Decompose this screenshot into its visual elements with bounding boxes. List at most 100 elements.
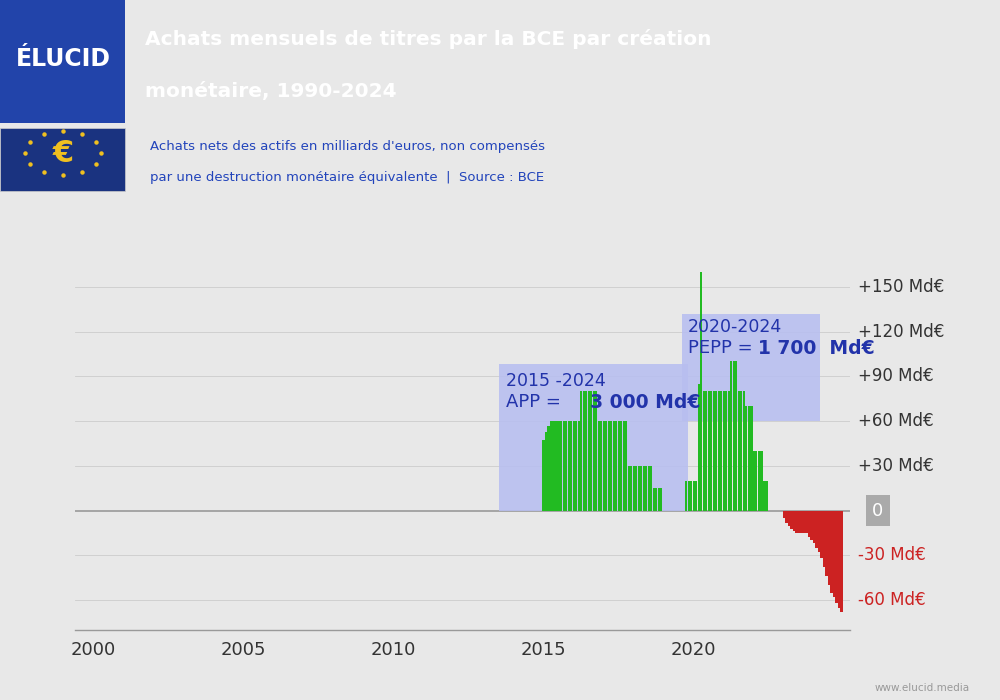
Bar [695, 481, 697, 510]
Bar [610, 421, 612, 510]
Bar [630, 466, 632, 510]
Bar [743, 391, 745, 510]
Bar [568, 421, 570, 510]
Bar [760, 451, 763, 510]
Text: 1 700  Md€: 1 700 Md€ [758, 339, 875, 358]
Bar [640, 466, 642, 510]
Bar [550, 421, 552, 510]
Text: +60 Md€: +60 Md€ [858, 412, 933, 430]
Bar [613, 421, 615, 510]
Text: PEPP =: PEPP = [688, 339, 758, 357]
Bar [653, 488, 655, 510]
Bar [615, 421, 617, 510]
Bar [605, 421, 607, 510]
Bar [585, 391, 587, 510]
Bar [620, 421, 622, 510]
Text: 2020-2024: 2020-2024 [688, 318, 782, 336]
Bar [715, 391, 717, 510]
Text: +150 Md€: +150 Md€ [858, 278, 944, 295]
Text: ÉLUCID: ÉLUCID [16, 47, 110, 71]
Bar [733, 361, 735, 510]
Bar [840, 510, 843, 612]
Text: www.elucid.media: www.elucid.media [875, 683, 970, 693]
Bar [750, 406, 753, 510]
Bar [813, 510, 815, 543]
Bar [805, 510, 808, 533]
Text: -30 Md€: -30 Md€ [858, 547, 926, 564]
Bar [688, 481, 690, 510]
Bar [547, 426, 550, 510]
Bar [838, 510, 840, 608]
Bar [785, 510, 788, 522]
Bar [658, 488, 660, 510]
Bar [728, 391, 730, 510]
Bar [557, 421, 560, 510]
Bar [685, 481, 687, 510]
Bar [820, 510, 823, 559]
Bar [545, 431, 547, 510]
Bar [730, 361, 732, 510]
Bar [828, 510, 830, 585]
Bar [598, 421, 600, 510]
Bar [552, 421, 555, 510]
Text: €: € [52, 139, 74, 168]
Bar [608, 421, 610, 510]
Bar [648, 466, 650, 510]
Bar [573, 421, 575, 510]
Bar [798, 510, 800, 533]
Bar [542, 440, 545, 510]
Bar [705, 391, 707, 510]
Bar [735, 361, 737, 510]
Text: Achats nets des actifs en milliards d'euros, non compensés: Achats nets des actifs en milliards d'eu… [150, 139, 545, 153]
Bar [570, 421, 572, 510]
Bar [660, 488, 662, 510]
Bar [793, 510, 795, 531]
Bar [650, 466, 652, 510]
Bar [698, 384, 700, 510]
Bar [815, 510, 818, 548]
Bar [725, 391, 727, 510]
Bar [723, 391, 725, 510]
Bar [623, 421, 625, 510]
Bar [588, 391, 590, 510]
Bar [720, 391, 722, 510]
Bar [593, 391, 595, 510]
Bar [603, 421, 605, 510]
Bar [0, 0, 125, 122]
Bar [645, 466, 647, 510]
Bar [580, 391, 582, 510]
Bar [765, 481, 768, 510]
Bar [713, 391, 715, 510]
Bar [700, 272, 702, 510]
Bar [583, 391, 585, 510]
Text: monétaire, 1990-2024: monétaire, 1990-2024 [145, 83, 397, 102]
Bar [682, 314, 820, 421]
Bar [753, 451, 755, 510]
Bar [748, 406, 750, 510]
Bar [590, 391, 592, 510]
Bar [755, 451, 757, 510]
Bar [790, 510, 793, 528]
Bar [783, 510, 785, 518]
Bar [565, 421, 567, 510]
Bar [745, 406, 747, 510]
Bar [633, 466, 635, 510]
Text: 0: 0 [872, 502, 884, 519]
Bar [818, 510, 820, 552]
Bar [499, 364, 688, 510]
Bar [718, 391, 720, 510]
Text: -60 Md€: -60 Md€ [858, 592, 925, 609]
Text: 3 000 Md€: 3 000 Md€ [590, 393, 701, 412]
Bar [740, 391, 742, 510]
Text: +30 Md€: +30 Md€ [858, 457, 934, 475]
Bar [655, 488, 657, 510]
Bar [810, 510, 813, 540]
Bar [833, 510, 835, 597]
Text: APP =: APP = [506, 393, 567, 411]
Bar [638, 466, 640, 510]
Bar [823, 510, 825, 567]
Bar [578, 421, 580, 510]
Bar [703, 391, 705, 510]
Text: par une destruction monétaire équivalente  |  Source : BCE: par une destruction monétaire équivalent… [150, 171, 544, 184]
Bar [825, 510, 828, 576]
